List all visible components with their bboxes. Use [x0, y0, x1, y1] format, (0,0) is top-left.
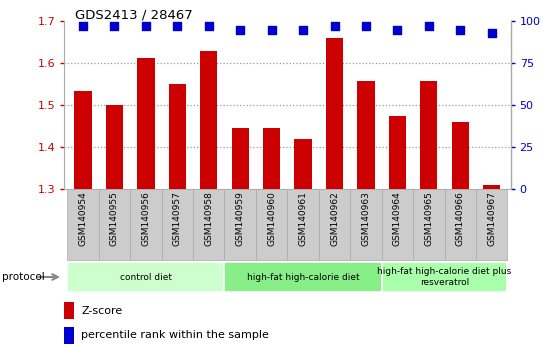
Point: [487, 30, 496, 36]
Text: GDS2413 / 28467: GDS2413 / 28467: [75, 9, 193, 22]
Bar: [64, 302, 74, 319]
Text: GSM140964: GSM140964: [393, 192, 402, 246]
Point: [235, 27, 244, 33]
Point: [425, 23, 434, 29]
FancyBboxPatch shape: [162, 189, 193, 260]
FancyBboxPatch shape: [382, 262, 507, 292]
Bar: [483, 185, 501, 189]
FancyBboxPatch shape: [476, 189, 507, 260]
Bar: [137, 58, 155, 189]
Bar: [263, 129, 280, 189]
FancyBboxPatch shape: [193, 189, 224, 260]
Bar: [420, 81, 437, 189]
Bar: [200, 51, 218, 189]
Text: high-fat high-calorie diet: high-fat high-calorie diet: [247, 273, 359, 281]
Point: [393, 27, 402, 33]
FancyBboxPatch shape: [130, 189, 162, 260]
Bar: [64, 327, 74, 344]
FancyBboxPatch shape: [256, 189, 287, 260]
FancyBboxPatch shape: [287, 189, 319, 260]
Text: GSM140966: GSM140966: [456, 192, 465, 246]
Text: percentile rank within the sample: percentile rank within the sample: [81, 330, 269, 340]
Bar: [169, 84, 186, 189]
Bar: [357, 81, 374, 189]
Point: [204, 23, 213, 29]
Text: GSM140967: GSM140967: [487, 192, 496, 246]
Text: control diet: control diet: [120, 273, 172, 281]
Bar: [389, 116, 406, 189]
FancyBboxPatch shape: [224, 262, 382, 292]
Text: GSM140959: GSM140959: [235, 192, 245, 246]
Point: [110, 23, 119, 29]
Point: [456, 27, 465, 33]
Text: high-fat high-calorie diet plus
resveratrol: high-fat high-calorie diet plus resverat…: [377, 267, 512, 287]
FancyBboxPatch shape: [350, 189, 382, 260]
Bar: [74, 91, 92, 189]
Text: GSM140962: GSM140962: [330, 192, 339, 246]
Bar: [326, 38, 343, 189]
Text: GSM140963: GSM140963: [362, 192, 371, 246]
Point: [362, 23, 371, 29]
Text: GSM140960: GSM140960: [267, 192, 276, 246]
FancyBboxPatch shape: [68, 189, 99, 260]
Point: [141, 23, 150, 29]
Text: GSM140958: GSM140958: [204, 192, 213, 246]
Point: [330, 23, 339, 29]
Point: [267, 27, 276, 33]
Point: [173, 23, 182, 29]
Bar: [232, 127, 249, 189]
Text: GSM140955: GSM140955: [110, 192, 119, 246]
Text: Z-score: Z-score: [81, 306, 122, 316]
Bar: [451, 122, 469, 189]
Text: protocol: protocol: [2, 272, 45, 282]
FancyBboxPatch shape: [413, 189, 445, 260]
FancyBboxPatch shape: [382, 189, 413, 260]
Text: GSM140954: GSM140954: [79, 192, 88, 246]
FancyBboxPatch shape: [319, 189, 350, 260]
Text: GSM140961: GSM140961: [299, 192, 307, 246]
FancyBboxPatch shape: [68, 262, 224, 292]
FancyBboxPatch shape: [445, 189, 476, 260]
FancyBboxPatch shape: [224, 189, 256, 260]
Text: GSM140957: GSM140957: [173, 192, 182, 246]
Text: GSM140956: GSM140956: [141, 192, 151, 246]
Text: GSM140965: GSM140965: [424, 192, 434, 246]
Point: [299, 27, 307, 33]
Bar: [106, 105, 123, 189]
FancyBboxPatch shape: [99, 189, 130, 260]
Bar: [295, 139, 312, 189]
Point: [79, 23, 88, 29]
